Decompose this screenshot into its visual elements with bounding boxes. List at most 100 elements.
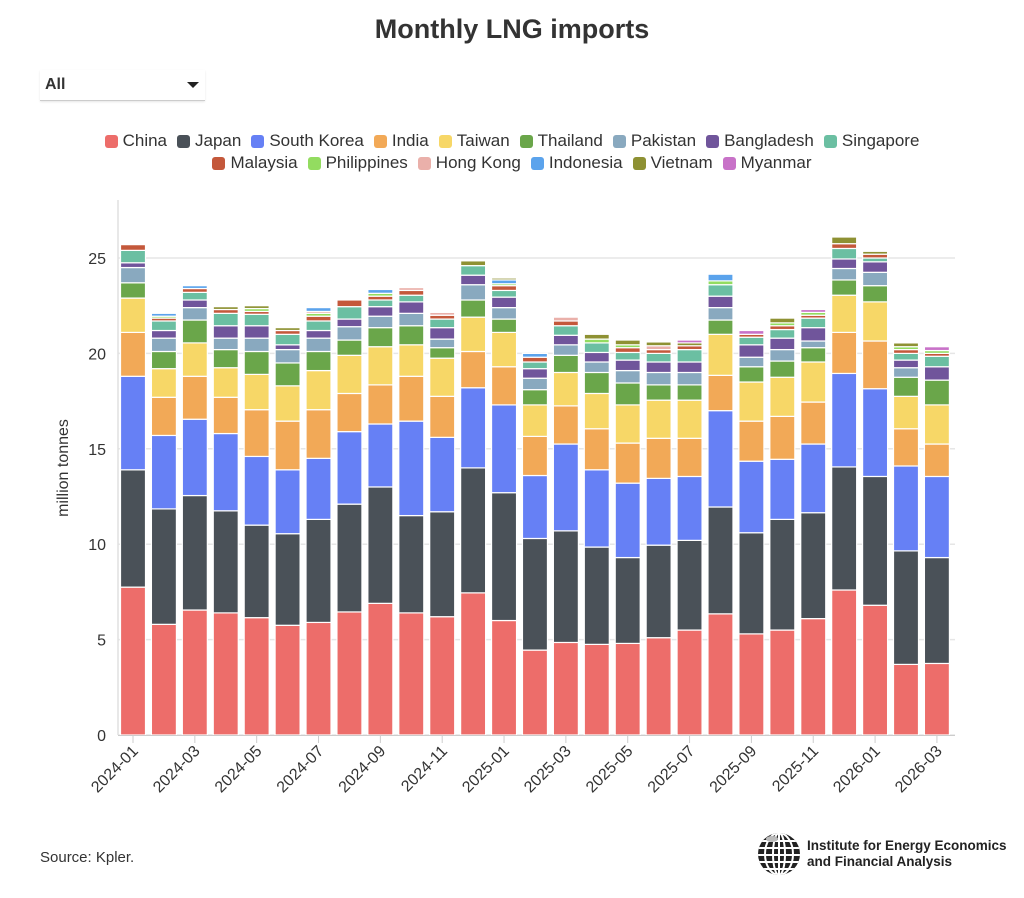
bar-2024-09 — [367, 288, 394, 736]
bar-segment-singapore — [305, 320, 332, 332]
bar-segment-japan — [923, 556, 951, 665]
bar-segment-vietnam — [490, 277, 518, 281]
bar-segment-south-korea — [583, 469, 610, 548]
bar-segment-singapore — [398, 294, 425, 303]
bar-segment-taiwan — [398, 344, 425, 377]
bar-segment-china — [150, 623, 178, 736]
legend-swatch — [612, 134, 626, 148]
bar-segment-pakistan — [274, 348, 301, 364]
legend-item-vietnam[interactable]: Vietnam — [632, 153, 713, 173]
bar-segment-india — [707, 374, 734, 412]
legend-item-pakistan[interactable]: Pakistan — [612, 131, 696, 151]
bar-segment-indonesia — [181, 285, 208, 290]
legend-item-malaysia[interactable]: Malaysia — [212, 153, 298, 173]
bar-segment-singapore — [614, 351, 641, 361]
bar-segment-south-korea — [212, 432, 239, 512]
bar-segment-japan — [738, 532, 765, 635]
bar-segment-india — [460, 350, 487, 389]
legend-item-taiwan[interactable]: Taiwan — [438, 131, 510, 151]
country-filter-dropdown[interactable]: All — [40, 70, 205, 101]
bar-segment-india — [305, 409, 332, 459]
bar-2024-11 — [429, 311, 456, 736]
bar-segment-india — [676, 437, 703, 478]
bar-segment-pakistan — [398, 312, 425, 327]
legend-item-indonesia[interactable]: Indonesia — [530, 153, 623, 173]
bar-segment-south-korea — [892, 465, 920, 552]
legend-item-thailand[interactable]: Thailand — [519, 131, 603, 151]
legend-item-india[interactable]: India — [373, 131, 429, 151]
y-axis-label: million tonnes — [55, 419, 72, 517]
x-tick-label: 2025-07 — [645, 743, 699, 797]
bar-segment-bangladesh — [243, 325, 270, 339]
bar-segment-malaysia — [831, 243, 858, 250]
legend-item-singapore[interactable]: Singapore — [823, 131, 919, 151]
bar-segment-south-korea — [243, 455, 270, 526]
legend-swatch — [307, 156, 321, 170]
legend-item-hong-kong[interactable]: Hong Kong — [417, 153, 521, 173]
bar-segment-taiwan — [181, 342, 208, 377]
legend-item-china[interactable]: China — [104, 131, 167, 151]
bar-2025-10 — [769, 317, 796, 736]
bar-2026-01 — [861, 250, 889, 736]
bar-segment-thailand — [707, 319, 734, 335]
legend-item-south-korea[interactable]: South Korea — [251, 131, 364, 151]
bar-segment-india — [738, 420, 765, 462]
bar-segment-japan — [181, 494, 208, 611]
bar-segment-china — [923, 662, 951, 736]
bar-segment-china — [460, 592, 487, 736]
bar-segment-south-korea — [429, 436, 456, 513]
bar-segment-taiwan — [831, 294, 858, 334]
bar-segment-singapore — [429, 318, 456, 329]
legend-item-myanmar[interactable]: Myanmar — [722, 153, 812, 173]
bar-segment-bangladesh — [769, 337, 796, 351]
bar-segment-china — [861, 604, 889, 736]
bar-segment-taiwan — [552, 371, 579, 407]
bar-2026-02 — [892, 342, 920, 736]
bar-segment-pakistan — [119, 266, 147, 284]
bar-segment-singapore — [552, 325, 579, 336]
bar-2025-02 — [521, 352, 549, 736]
bar-segment-thailand — [367, 327, 394, 348]
bar-segment-japan — [490, 492, 518, 622]
bar-segment-vietnam — [212, 306, 239, 311]
bar-segment-taiwan — [119, 297, 147, 334]
bar-segment-indonesia — [521, 352, 549, 358]
legend-item-philippines[interactable]: Philippines — [307, 153, 408, 173]
bar-2025-05 — [614, 339, 641, 736]
bar-segment-thailand — [676, 384, 703, 401]
legend-swatch — [519, 134, 533, 148]
bar-segment-india — [521, 435, 549, 477]
legend-item-bangladesh[interactable]: Bangladesh — [706, 131, 814, 151]
bar-segment-china — [769, 629, 796, 736]
bar-segment-hong-kong — [398, 286, 425, 292]
bar-segment-thailand — [800, 347, 827, 363]
bar-segment-bangladesh — [800, 327, 827, 342]
bar-segment-taiwan — [336, 354, 363, 395]
bar-segment-indonesia — [367, 288, 394, 294]
bar-segment-india — [212, 396, 239, 435]
bar-segment-bangladesh — [738, 344, 765, 358]
bar-segment-pakistan — [243, 337, 270, 353]
bar-segment-bangladesh — [676, 361, 703, 374]
bar-segment-taiwan — [892, 395, 920, 430]
bar-segment-pakistan — [614, 369, 641, 384]
bar-segment-taiwan — [861, 301, 889, 342]
bar-segment-singapore — [243, 313, 270, 327]
bar-segment-india — [614, 442, 641, 484]
legend-item-japan[interactable]: Japan — [177, 131, 241, 151]
bar-segment-south-korea — [645, 477, 672, 546]
bar-segment-taiwan — [614, 404, 641, 444]
bar-segment-india — [274, 420, 301, 471]
bar-segment-china — [831, 589, 858, 736]
bar-segment-south-korea — [738, 460, 765, 534]
bar-segment-china — [645, 637, 672, 736]
bar-segment-singapore — [490, 289, 518, 298]
legend-label: Hong Kong — [435, 153, 521, 172]
bar-segment-taiwan — [212, 367, 239, 398]
bar-segment-china — [707, 613, 734, 736]
bar-2025-01 — [490, 277, 518, 736]
bar-segment-vietnam — [645, 341, 672, 347]
legend-label: South Korea — [269, 131, 364, 150]
bar-segment-south-korea — [800, 443, 827, 514]
bar-segment-japan — [707, 506, 734, 615]
